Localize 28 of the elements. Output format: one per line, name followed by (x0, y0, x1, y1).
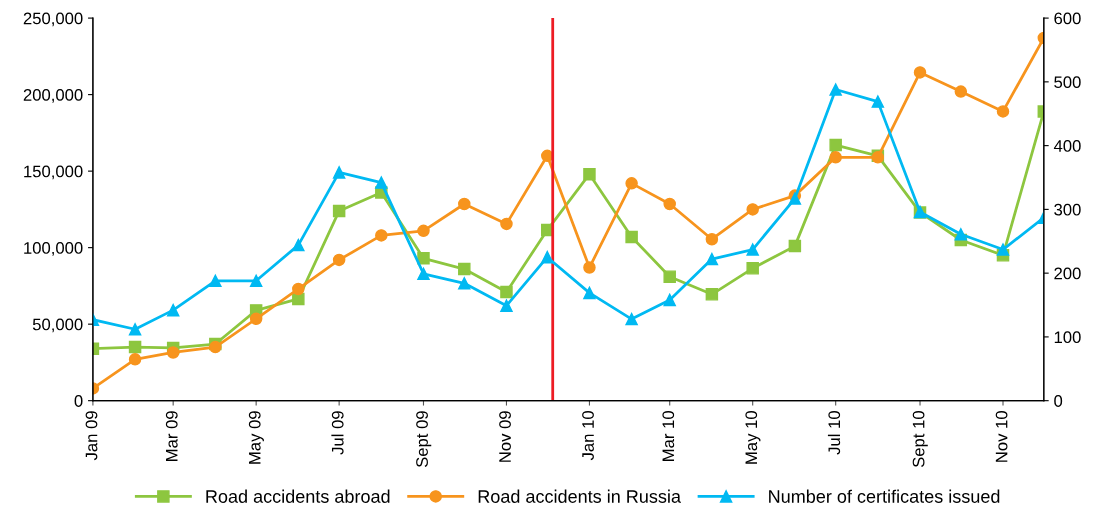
y2-tick-label: 600 (1054, 12, 1081, 25)
x-tick-label: Mar 09 (165, 411, 178, 461)
x-tick-label: Jan 10 (582, 411, 594, 461)
x-tick-label: Sept 09 (416, 411, 432, 468)
x-tick-label: Mar 10 (662, 411, 675, 461)
legend-label: Number of certificates issued (769, 489, 1000, 503)
y2-tick-label: 400 (1053, 140, 1081, 152)
x-tick-label: Sept 10 (912, 411, 928, 468)
y2-tick-label: 100 (1054, 331, 1081, 344)
y-tick-label: 150,000 (24, 165, 83, 180)
legend-label: Road accidents abroad (206, 489, 390, 503)
y-tick-label: 200,000 (23, 89, 83, 103)
y2-tick-label: 0 (1054, 395, 1063, 407)
y2-tick-label: 500 (1054, 76, 1081, 89)
x-tick-label: Jan 09 (85, 411, 98, 461)
x-tick-label: Nov 09 (499, 411, 511, 462)
y2-tick-label: 200 (1054, 267, 1081, 280)
legend-label: Road accidents in Russia (478, 489, 681, 503)
x-tick-label: Jul 10 (827, 411, 841, 455)
y-tick-label: 250,000 (23, 12, 83, 27)
x-tick-label: May 09 (248, 411, 264, 464)
x-tick-label: Jul 09 (331, 411, 344, 455)
y-tick-label: 100,000 (24, 242, 83, 256)
x-tick-label: May 10 (745, 411, 761, 464)
y2-tick-label: 300 (1054, 203, 1081, 216)
y-tick-label: 0 (74, 395, 83, 407)
y-tick-label: 50,000 (32, 318, 83, 333)
x-tick-label: Nov 10 (995, 411, 1008, 462)
